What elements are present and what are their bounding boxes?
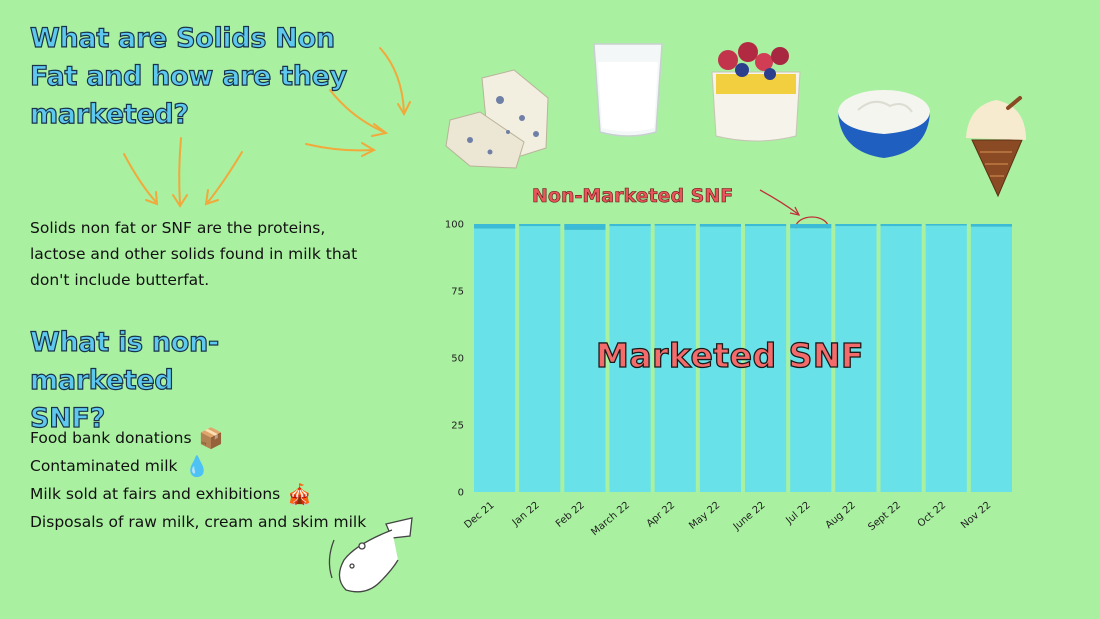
y-tick-label: 75 (451, 287, 464, 298)
reason-text: Food bank donations (30, 429, 192, 447)
bar-marketed-snf (835, 226, 877, 493)
bar-marketed-snf (654, 225, 696, 492)
x-tick-label: May 22 (687, 500, 722, 532)
marketed-snf-label: Marketed SNF (595, 335, 865, 375)
bar-non-marketed-snf (654, 224, 696, 226)
milk-glass-icon (593, 43, 663, 137)
bar-marketed-snf (609, 226, 651, 493)
reason-text: Milk sold at fairs and exhibitions (30, 485, 281, 503)
x-tick-label: Jan 22 (510, 500, 542, 529)
x-tick-label: Sept 22 (866, 500, 903, 533)
bar-marketed-snf (699, 226, 741, 492)
intro-line: don't include butterfat. (30, 271, 210, 289)
y-tick-label: 50 (451, 354, 464, 365)
bar-marketed-snf (564, 229, 606, 492)
bar-non-marketed-snf (564, 224, 606, 230)
reason-text: Contaminated milk (30, 457, 178, 475)
bar-marketed-snf (970, 226, 1012, 492)
x-tick-label: March 22 (589, 500, 632, 538)
intro-line: Solids non fat or SNF are the proteins, (30, 219, 326, 237)
bar-marketed-snf (925, 225, 967, 492)
intro-line: lactose and other solids found in milk t… (30, 245, 358, 263)
blue-cheese-icon (445, 69, 549, 169)
bar-marketed-snf (474, 228, 516, 492)
y-tick-label: 0 (458, 488, 464, 499)
bar-non-marketed-snf (745, 224, 787, 227)
intro-paragraph: Solids non fat or SNF are the proteins, … (30, 215, 410, 293)
bar-non-marketed-snf (925, 224, 967, 226)
y-tick-label: 100 (445, 220, 464, 231)
non-marketed-snf-label: Non-Marketed SNF (532, 185, 734, 208)
x-tick-label: Feb 22 (554, 500, 587, 530)
heading-non-marketed-snf: What is non-marketed SNF? (29, 324, 350, 438)
droplet-icon: 💧 (184, 454, 210, 478)
list-item: Contaminated milk 💧 (30, 452, 430, 480)
x-tick-label: Nov 22 (959, 500, 993, 531)
heading-line: What is non-marketed (29, 326, 219, 396)
heading-line: Fat and how are they (29, 60, 347, 92)
ice-cream-icon (966, 96, 1026, 198)
bar-non-marketed-snf (880, 224, 922, 227)
heading-line: SNF? (29, 402, 105, 434)
bar-marketed-snf (880, 226, 922, 493)
list-item: Milk sold at fairs and exhibitions 🎪 (30, 480, 430, 508)
bar-non-marketed-snf (609, 224, 651, 227)
list-item: Disposals of raw milk, cream and skim mi… (30, 508, 430, 536)
bar-non-marketed-snf (474, 224, 516, 229)
x-tick-label: Aug 22 (824, 500, 858, 531)
bar-marketed-snf (519, 226, 561, 493)
x-tick-label: Dec 21 (462, 500, 496, 531)
x-tick-label: Oct 22 (916, 500, 949, 530)
x-tick-label: Jul 22 (783, 500, 812, 527)
heading-line: marketed? (29, 98, 189, 130)
heading-line: What are Solids Non (29, 22, 335, 54)
bar-marketed-snf (790, 228, 832, 492)
circus-tent-icon: 🎪 (287, 482, 313, 506)
heading-what-is-snf: What are Solids Non Fat and how are they… (29, 20, 350, 134)
parfait-icon (711, 42, 801, 142)
reasons-list: Food bank donations 📦 Contaminated milk 💧 … (30, 424, 430, 536)
produce-box-icon: 📦 (198, 426, 224, 450)
y-tick-label: 25 (451, 421, 464, 432)
x-tick-label: June 22 (731, 500, 768, 533)
x-tick-label: Apr 22 (645, 500, 678, 530)
snf-stacked-bar-chart: 0 25 50 75 100 Dec 21 Jan 22 Feb 22 March 22 Apr … (445, 220, 1012, 538)
yogurt-bowl-icon (838, 90, 930, 158)
bar-non-marketed-snf (699, 224, 741, 227)
list-item: Food bank donations 📦 (30, 424, 430, 452)
bar-non-marketed-snf (970, 224, 1012, 227)
bar-non-marketed-snf (790, 224, 832, 229)
bar-non-marketed-snf (519, 224, 561, 227)
bar-marketed-snf (745, 226, 787, 493)
bar-non-marketed-snf (835, 224, 877, 227)
reason-text: Disposals of raw milk, cream and skim mi… (30, 513, 367, 531)
